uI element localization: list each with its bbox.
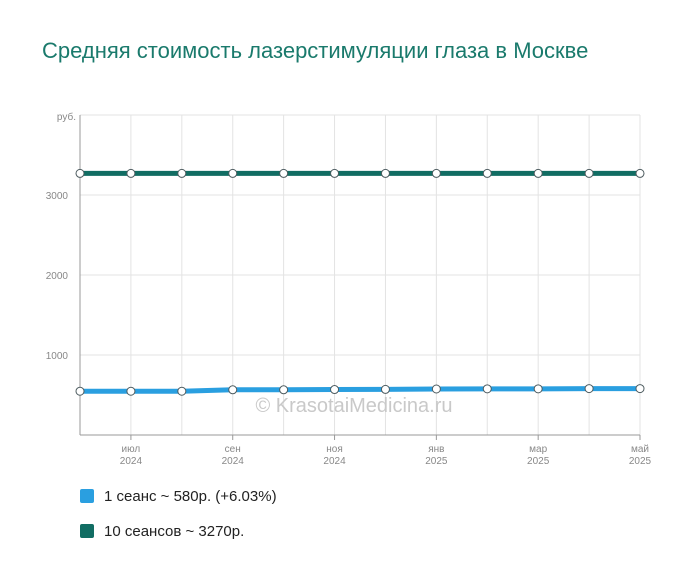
chart-axes <box>79 115 640 436</box>
data-point <box>330 385 340 395</box>
legend-swatch <box>80 524 94 538</box>
data-point <box>584 384 594 394</box>
chart-series <box>75 168 645 396</box>
y-tick-label: 2000 <box>46 271 69 282</box>
legend-label: 10 сеансов ~ 3270р. <box>104 522 245 540</box>
data-point <box>431 168 441 178</box>
x-tick-label-month: мар <box>529 444 547 455</box>
chart-legend: 1 сеанс ~ 580р. (+6.03%) 10 сеансов ~ 32… <box>80 486 277 556</box>
x-tick-label-month: июл <box>122 444 141 455</box>
data-point <box>482 168 492 178</box>
data-point <box>533 384 543 394</box>
data-point <box>380 168 390 178</box>
legend-item-single-session[interactable]: 1 сеанс ~ 580р. (+6.03%) <box>80 486 277 506</box>
x-tick-label-month: сен <box>225 444 241 455</box>
data-point <box>635 168 645 178</box>
y-axis-ticks: 1000 2000 3000 <box>46 191 69 362</box>
data-point <box>228 168 238 178</box>
data-point <box>533 168 543 178</box>
y-tick-label: 3000 <box>46 191 69 202</box>
data-point <box>380 384 390 394</box>
legend-swatch <box>80 489 94 503</box>
watermark: © KrasotaiMedicina.ru <box>255 395 452 417</box>
data-point <box>279 168 289 178</box>
data-point <box>431 384 441 394</box>
x-tick-label-year: 2025 <box>425 456 448 467</box>
x-tick-label-year: 2024 <box>120 456 143 467</box>
data-point <box>635 384 645 394</box>
chart-title: Средняя стоимость лазерстимуляции глаза … <box>42 38 589 63</box>
data-point <box>126 386 136 396</box>
chart-grid <box>80 114 641 435</box>
x-tick-label-year: 2024 <box>323 456 346 467</box>
x-tick-label-year: 2024 <box>222 456 245 467</box>
legend-label: 1 сеанс ~ 580р. (+6.03%) <box>104 487 277 505</box>
series-line-0 <box>77 386 643 394</box>
data-point <box>126 168 136 178</box>
x-tick-label-month: май <box>631 444 649 455</box>
x-tick-label-year: 2025 <box>629 456 652 467</box>
data-point <box>75 168 85 178</box>
data-point <box>482 384 492 394</box>
x-tick-label-month: ноя <box>326 444 343 455</box>
legend-item-ten-sessions[interactable]: 10 сеансов ~ 3270р. <box>80 521 277 541</box>
data-point <box>75 386 85 396</box>
data-point <box>177 168 187 178</box>
x-axis-ticks: июл2024сен2024ноя2024янв2025мар2025май20… <box>120 435 652 467</box>
y-axis-unit-label: руб. <box>57 111 76 123</box>
x-tick-label-month: янв <box>428 444 444 455</box>
data-point <box>177 386 187 396</box>
data-point <box>330 168 340 178</box>
y-tick-label: 1000 <box>46 351 69 362</box>
data-point <box>279 385 289 395</box>
data-point <box>584 168 594 178</box>
data-point <box>228 385 238 395</box>
x-tick-label-year: 2025 <box>527 456 550 467</box>
